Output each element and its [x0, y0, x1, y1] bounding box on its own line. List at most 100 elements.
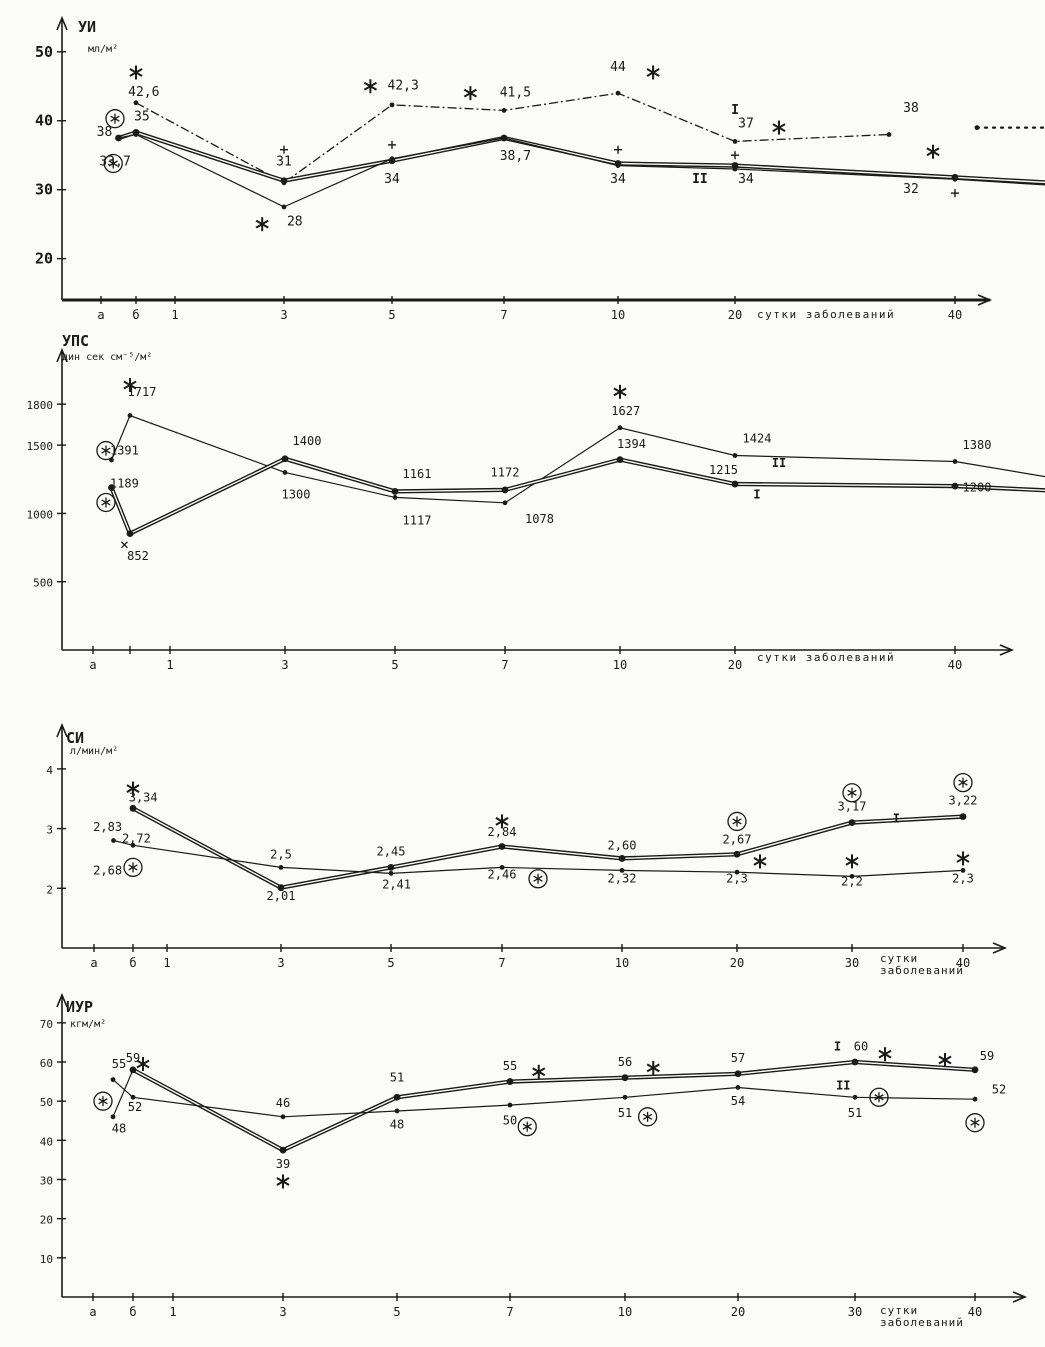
y-tick-label: 20	[40, 1214, 53, 1227]
data-point	[280, 1114, 286, 1120]
x-tick-label: 10	[611, 308, 625, 322]
mark-stroke	[646, 1063, 660, 1073]
x-tick-label: 20	[730, 956, 744, 970]
data-point	[389, 156, 395, 162]
data-label: 1200	[963, 481, 992, 495]
asterisk-mark	[772, 120, 786, 135]
data-label: 2,3	[952, 871, 974, 885]
data-point	[394, 1108, 400, 1114]
chart-panel-ups: УПС дин сек см⁻⁵/м² 1800 1500 1000 500 а 1 3 5 7 10…	[27, 332, 1045, 672]
data-label: 51	[618, 1106, 632, 1120]
data-label: 2,41	[382, 877, 411, 891]
y-tick-label: 50	[40, 1096, 53, 1109]
data-label: 34	[384, 172, 400, 187]
data-label: 1172	[491, 466, 520, 480]
circled-asterisk-mark	[842, 783, 862, 803]
mark-stroke	[110, 115, 120, 122]
mark-circle	[528, 869, 548, 889]
data-label: 60	[854, 1039, 868, 1053]
data-point	[133, 100, 139, 106]
x-axis-title-line2: заболеваний	[880, 964, 964, 977]
data-point	[392, 495, 398, 500]
series-roman-label: I	[731, 103, 739, 118]
mark-stroke	[532, 1067, 546, 1077]
asterisk-mark	[646, 65, 660, 80]
x-tick-label: 30	[845, 956, 859, 970]
data-point	[279, 1146, 287, 1154]
circled-asterisk-mark	[93, 1091, 113, 1111]
mark-stroke	[101, 447, 111, 454]
data-label: 2,01	[267, 889, 296, 903]
asterisk-mark	[255, 217, 269, 232]
x-tick-label: 1	[163, 956, 170, 970]
x-axis-arrow	[999, 644, 1015, 656]
series-line-II-inner	[110, 458, 1045, 535]
data-label: 32	[903, 182, 919, 197]
mark-stroke	[878, 1049, 892, 1059]
y-axis-arrow	[56, 722, 68, 738]
asterisk-mark	[276, 1174, 290, 1189]
data-label: 57	[731, 1051, 745, 1065]
y-tick-label: 40	[35, 112, 53, 130]
data-point	[130, 842, 136, 848]
data-label: 41,5	[500, 86, 531, 101]
mark-circle	[103, 153, 123, 174]
x-tick-label: 40	[968, 1305, 982, 1319]
series-roman-label: II	[836, 1078, 850, 1092]
mark-circle	[953, 772, 973, 793]
x-axis-title-line1: сутки	[880, 1304, 918, 1317]
series-line-I	[110, 414, 1045, 504]
x-tick-label: 3	[281, 658, 288, 672]
data-point	[733, 850, 741, 858]
x-axis-arrow	[1012, 1291, 1028, 1303]
circled-asterisk-mark	[517, 1116, 537, 1137]
data-label: 2,67	[723, 833, 752, 847]
x-axis-arrow	[992, 942, 1008, 954]
data-label: 50	[503, 1114, 517, 1128]
data-point	[971, 1066, 979, 1074]
data-label: 35	[134, 110, 150, 125]
data-point	[388, 870, 394, 876]
mark-stroke	[613, 387, 627, 397]
x-tick-label: 20	[731, 1305, 745, 1319]
circled-asterisk-mark	[953, 772, 973, 793]
data-label: 38	[903, 101, 919, 116]
data-label: 1394	[617, 437, 646, 451]
data-label: 1380	[963, 438, 992, 452]
mark-circle	[727, 811, 747, 832]
data-point	[280, 177, 288, 185]
circled-asterisk-mark	[96, 492, 116, 513]
asterisk-mark	[363, 79, 377, 94]
data-point	[731, 162, 739, 169]
data-label: 2,60	[608, 838, 637, 852]
mark-stroke	[874, 1094, 884, 1101]
y-axis-unit-label: дин сек см⁻⁵/м²	[62, 352, 152, 363]
plus-mark	[614, 145, 622, 154]
series-line-I-inner	[132, 1061, 976, 1151]
y-tick-label: 30	[35, 181, 53, 199]
data-label: 48	[112, 1122, 126, 1136]
data-point	[849, 873, 855, 879]
series-line-III	[112, 1069, 134, 1118]
data-point	[732, 139, 738, 144]
data-point	[281, 455, 289, 463]
y-tick-label: 40	[40, 1135, 53, 1148]
data-point	[959, 813, 967, 821]
data-point	[735, 1085, 741, 1090]
data-label: 42,6	[128, 85, 159, 100]
data-label: 3,17	[838, 800, 867, 814]
mark-stroke	[772, 123, 786, 132]
asterisk-mark	[613, 384, 627, 399]
y-axis-arrow	[56, 15, 68, 31]
x-tick-label: б	[129, 956, 136, 970]
data-label: 1400	[293, 434, 322, 448]
x-tick-label: 40	[948, 658, 962, 672]
mark-stroke	[938, 1055, 952, 1065]
data-point	[616, 456, 624, 463]
data-point	[851, 1058, 859, 1066]
asterisk-mark	[495, 814, 509, 829]
data-point	[499, 864, 505, 870]
data-point	[886, 132, 892, 137]
y-tick-label: 4	[46, 764, 53, 777]
